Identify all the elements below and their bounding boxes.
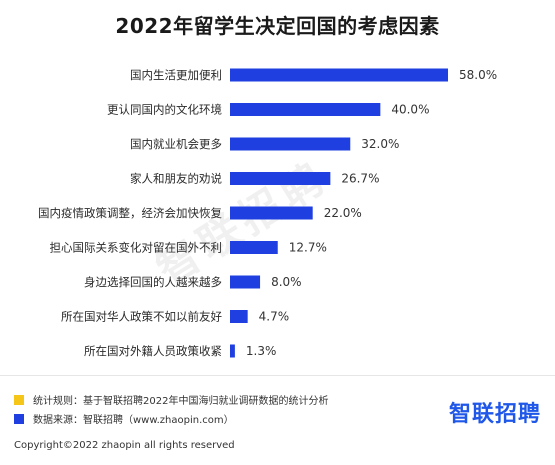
bar [230,241,278,254]
divider [0,375,555,376]
bar [230,275,261,289]
value-label: 8.0% [271,275,302,289]
bar [230,206,313,220]
value-label: 4.7% [259,310,290,324]
bar-chart: 国内生活更加便利 58.0% 更认同国内的文化环境 40.0% 国内就业机会更多 32.0… [38,68,497,358]
value-label: 22.0% [324,206,362,220]
note-stat-rule: 统计规则：基于智联招聘2022年中国海归就业调研数据的统计分析 [14,392,328,407]
category-label: 所在国对外籍人员政策收紧 [84,344,222,358]
value-label: 32.0% [361,137,399,151]
bar [230,68,448,82]
chart-title: 2022年留学生决定回国的考虑因素 [115,14,440,38]
blue-square-icon [14,413,24,424]
brand-logo: 智联招聘 [448,402,541,427]
bar [230,310,248,323]
category-label: 国内生活更加便利 [130,68,222,82]
yellow-square-icon [14,394,24,405]
category-label: 更认同国内的文化环境 [107,103,222,117]
value-label: 1.3% [246,344,277,358]
category-label: 国内就业机会更多 [130,137,222,151]
category-label: 身边选择回国的人越来越多 [84,275,222,289]
value-label: 26.7% [341,172,379,186]
bar [230,172,331,185]
copyright: Copyright©2022 zhaopin all rights reserv… [14,440,235,451]
note-stat-rule-text: 统计规则：基于智联招聘2022年中国海归就业调研数据的统计分析 [33,396,329,407]
note-data-source-text: 数据来源：智联招聘（www.zhaopin.com） [33,415,234,426]
category-label: 国内疫情政策调整，经济会加快恢复 [38,206,222,220]
value-label: 58.0% [459,68,497,82]
category-label: 家人和朋友的劝说 [130,172,222,186]
bar [230,103,381,116]
bar [230,344,235,358]
category-label: 担心国际关系变化对留在国外不利 [50,241,223,255]
bar [230,137,351,151]
value-label: 12.7% [289,241,327,255]
value-label: 40.0% [391,103,429,117]
note-data-source: 数据来源：智联招聘（www.zhaopin.com） [14,411,234,426]
category-label: 所在国对华人政策不如以前友好 [61,310,222,324]
